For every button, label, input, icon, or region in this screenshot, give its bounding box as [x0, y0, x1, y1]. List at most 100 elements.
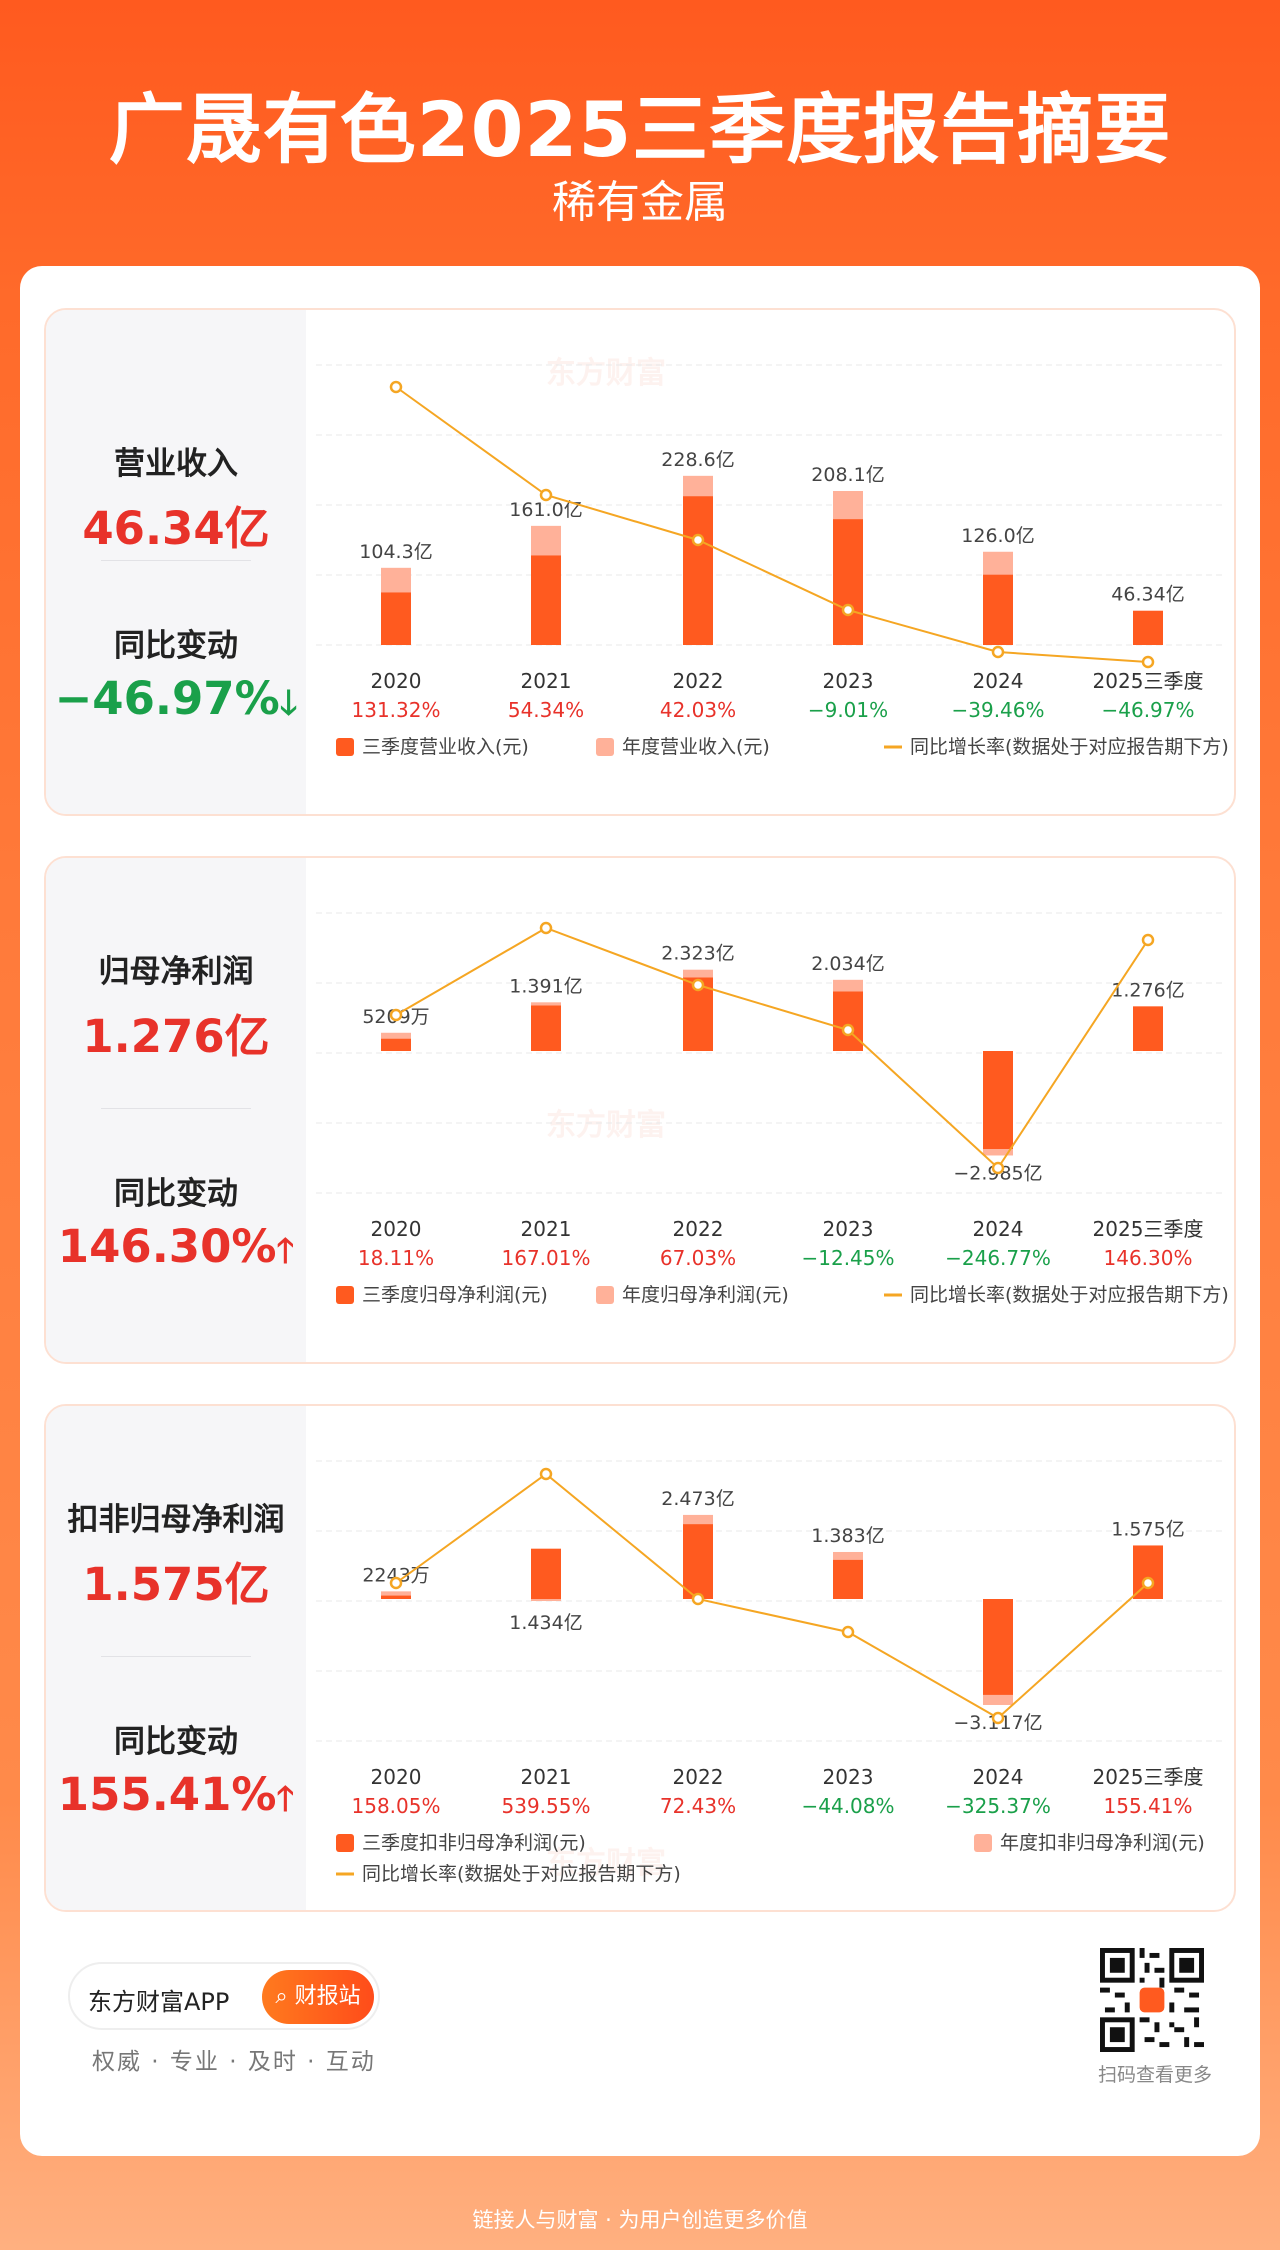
q3-bar [531, 1005, 561, 1051]
data-label: 104.3亿 [359, 541, 432, 563]
watermark: 东方财富 [546, 1108, 666, 1143]
data-label: 1.434亿 [509, 1612, 582, 1634]
growth-point [1141, 933, 1155, 947]
q3-bar [683, 1524, 713, 1599]
deducted-profit-chart-svg: 2243万2020158.05%1.434亿2021539.55%2.473亿2… [316, 1460, 1226, 1885]
q3-bar [983, 574, 1013, 645]
growth-label: 131.32% [352, 698, 441, 722]
app-name: 东方财富APP [88, 1988, 230, 2016]
legend-swatch [336, 738, 354, 756]
growth-point [1141, 1576, 1155, 1590]
data-label: 46.34亿 [1111, 584, 1184, 606]
metric-value: 1.575亿 [82, 1558, 270, 1611]
report-station-button[interactable]: ⌕ 财报站 [262, 1970, 374, 2024]
growth-point [389, 380, 403, 394]
category-label: 2025三季度 [1093, 1217, 1204, 1241]
legend-label: 同比增长率(数据处于对应报告期下方) [362, 1863, 681, 1885]
q3-bar [381, 592, 411, 645]
growth-point [539, 921, 553, 935]
divider [101, 1656, 251, 1657]
data-label: 208.1亿 [811, 464, 884, 486]
slogan: 权威 · 专业 · 及时 · 互动 [92, 2049, 376, 2075]
category-label: 2024 [973, 1217, 1024, 1241]
q3-bar [531, 1548, 561, 1599]
report-sheet: 营业收入 46.34亿 同比变动 −46.97%🡓 东方财富 104.3亿 202… [20, 266, 1260, 2156]
data-label: 1.383亿 [811, 1525, 884, 1547]
qr-code-icon[interactable] [1100, 1948, 1204, 2052]
revenue-chart: 东方财富 104.3亿 2020 131.32% 161.0亿 2021 54.34% 22… [306, 310, 1234, 814]
growth-label: −12.45% [801, 1246, 894, 1270]
change-value: −46.97%🡓 [46, 672, 306, 736]
search-icon: ⌕ [275, 1984, 288, 2009]
growth-label: −325.37% [945, 1794, 1051, 1818]
legend-label: 年度营业收入(元) [622, 736, 770, 758]
deducted-profit-summary: 扣非归母净利润 1.575亿 同比变动 155.41%🡑 [46, 1406, 306, 1910]
growth-point [389, 1008, 403, 1022]
net-profit-summary: 归母净利润 1.276亿 同比变动 146.30%🡑 [46, 858, 306, 1362]
legend-swatch [336, 1834, 354, 1852]
legend-label: 三季度归母净利润(元) [362, 1284, 548, 1306]
legend-swatch [596, 1286, 614, 1304]
growth-label: 67.03% [660, 1246, 736, 1270]
metric-value: 1.276亿 [82, 1010, 270, 1063]
legend-label: 同比增长率(数据处于对应报告期下方) [910, 736, 1229, 758]
q3-bar [983, 1051, 1013, 1149]
growth-point [691, 978, 705, 992]
growth-point [1141, 655, 1155, 669]
qr-caption: 扫码查看更多 [1097, 2064, 1212, 2086]
deducted-profit-chart: 东方财富 2243万 2020 158.05% 1.434亿 2021 539.55% 2.… [306, 1406, 1234, 1910]
up-arrow-icon: 🡑 [276, 1779, 295, 1819]
growth-label: −9.01% [808, 698, 888, 722]
category-label: 2021 [521, 1765, 572, 1789]
growth-point [539, 488, 553, 502]
data-label: 126.0亿 [961, 525, 1034, 547]
category-label: 2022 [673, 1217, 724, 1241]
growth-point [841, 603, 855, 617]
change-value: 155.41%🡑 [46, 1768, 306, 1832]
legend-label: 同比增长率(数据处于对应报告期下方) [910, 1284, 1229, 1306]
net-profit-chart-svg: 5209万202018.11%1.391亿2021167.01%2.323亿20… [316, 912, 1229, 1306]
category-label: 2025三季度 [1093, 669, 1204, 693]
divider [101, 1108, 251, 1109]
q3-bar [833, 1559, 863, 1599]
category-label: 2023 [823, 669, 874, 693]
metric-value: 46.34亿 [82, 502, 270, 555]
growth-point [991, 645, 1005, 659]
revenue-summary: 营业收入 46.34亿 同比变动 −46.97%🡓 [46, 310, 306, 814]
legend-swatch [596, 738, 614, 756]
growth-line [395, 386, 1149, 663]
bottom-slogan: 链接人与财富 · 为用户创造更多价值 [472, 2208, 808, 2232]
growth-label: −46.97% [1101, 698, 1194, 722]
growth-label: 146.30% [1104, 1246, 1193, 1270]
growth-point [691, 533, 705, 547]
growth-label: 167.01% [502, 1246, 591, 1270]
data-label: 2.323亿 [661, 943, 734, 965]
growth-point [539, 1467, 553, 1481]
revenue-panel: 营业收入 46.34亿 同比变动 −46.97%🡓 东方财富 104.3亿 202… [44, 308, 1236, 816]
growth-label: 54.34% [508, 698, 584, 722]
q3-bar [1133, 610, 1163, 645]
growth-label: 72.43% [660, 1794, 736, 1818]
legend-swatch [974, 1834, 992, 1852]
net-profit-panel: 归母净利润 1.276亿 同比变动 146.30%🡑 东方财富 5209万202… [44, 856, 1236, 1364]
category-label: 2025三季度 [1093, 1765, 1204, 1789]
change-label: 同比变动 [114, 628, 238, 664]
q3-bar [1133, 1006, 1163, 1051]
category-label: 2020 [371, 1765, 422, 1789]
growth-label: −44.08% [801, 1794, 894, 1818]
growth-label: −39.46% [951, 698, 1044, 722]
legend-label: 三季度营业收入(元) [362, 736, 529, 758]
net-profit-chart: 东方财富 5209万202018.11%1.391亿2021167.01%2.3… [306, 858, 1234, 1362]
data-label: 2.473亿 [661, 1488, 734, 1510]
category-label: 2020 [371, 1217, 422, 1241]
down-arrow-icon: 🡓 [279, 683, 298, 723]
page-subtitle: 稀有金属 [552, 177, 728, 228]
category-label: 2022 [673, 1765, 724, 1789]
app-search-pill[interactable]: 东方财富APP ⌕ 财报站 [68, 1962, 380, 2030]
q3-bar [683, 496, 713, 645]
revenue-chart-svg: 104.3亿 2020 131.32% 161.0亿 2021 54.34% 228.6亿 2… [316, 364, 1229, 758]
growth-line [395, 1472, 1149, 1720]
q3-bar [983, 1599, 1013, 1695]
growth-label: 539.55% [502, 1794, 591, 1818]
growth-point [991, 1711, 1005, 1725]
